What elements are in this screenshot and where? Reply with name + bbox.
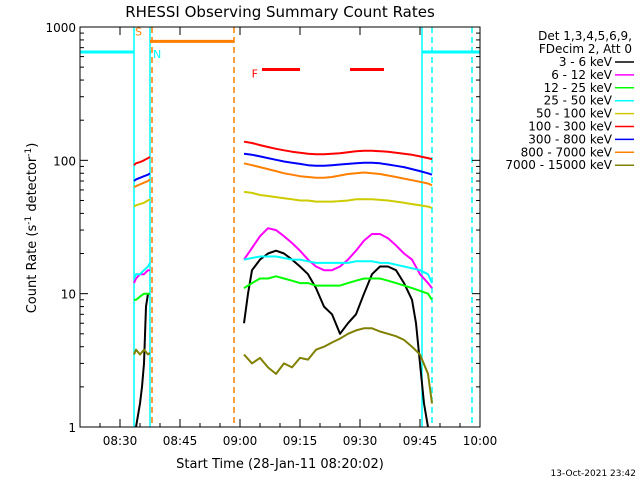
x-tick-label-0: 08:30 [103,434,138,448]
y-axis-label: Count Rate (s-1 detector-1) [24,143,40,314]
flag-bands: NS F [80,25,480,81]
legend-label-4: 50 - 100 keV [536,107,613,121]
series-3-segment-1 [243,255,433,284]
plot-area: NS F [79,25,481,428]
series-0-segment-1 [243,249,429,428]
series-3-segment-0 [133,262,151,279]
x-tick-label-1: 08:45 [163,434,198,448]
legend-label-6: 300 - 800 keV [528,132,612,146]
y-label-sup2: -1 [24,148,34,157]
series-5-segment-1 [243,140,433,161]
legend-label-3: 25 - 50 keV [544,94,613,108]
series-1-segment-1 [243,227,433,289]
legend-label-0: 3 - 6 keV [559,55,613,69]
legend-label-5: 100 - 300 keV [528,120,612,134]
legend-header-line1: Det 1,3,4,5,6,9, [538,29,632,43]
y-label-sup1: -1 [24,216,34,225]
y-tick-label-2: 100 [53,154,76,168]
footer-date: 13-Oct-2021 23:42 [551,469,636,479]
series-4-segment-0 [133,198,151,208]
y-label-main: Count Rate (s [25,225,40,314]
y-tick-label-0: 1 [68,421,76,435]
flag-label-S: S [135,25,142,38]
series-6-segment-1 [243,152,433,176]
legend-label-2: 12 - 25 keV [544,81,613,95]
series-lines [133,140,433,428]
series-0-segment-0 [135,293,149,428]
x-tick-label-3: 09:15 [283,434,318,448]
flag-label-F: F [252,68,258,81]
y-tick-label-1: 10 [61,288,76,302]
y-axis: 1 10 100 1000 [45,21,480,435]
x-tick-label-4: 09:30 [343,434,378,448]
x-tick-label-5: 09:45 [403,434,438,448]
x-axis-label: Start Time (28-Jan-11 08:20:02) [176,457,384,472]
series-6-segment-0 [133,172,151,182]
series-7-segment-0 [133,178,151,189]
chart-title: RHESSI Observing Summary Count Rates [125,3,435,21]
series-8-segment-1 [243,327,433,404]
legend: Det 1,3,4,5,6,9, FDecim 2, Att 0 3 - 6 k… [505,29,634,172]
series-2-segment-0 [134,292,150,301]
y-label-end: ) [25,143,40,148]
legend-header-line2: FDecim 2, Att 0 [539,42,632,56]
series-4-segment-1 [243,190,433,209]
x-tick-label-2: 09:00 [223,434,258,448]
y-tick-label-3: 1000 [45,21,76,35]
series-1-segment-0 [133,269,150,284]
y-label-mid: detector [25,156,40,216]
legend-label-8: 7000 - 15000 keV [505,158,612,172]
x-tick-label-6: 10:00 [463,434,498,448]
series-5-segment-0 [133,156,151,166]
series-7-segment-1 [243,162,433,187]
legend-label-1: 6 - 12 keV [551,68,613,82]
series-2-segment-1 [243,275,433,301]
series-8-segment-0 [133,348,151,356]
legend-label-7: 800 - 7000 keV [521,145,613,159]
x-axis: 08:30 08:45 09:00 09:15 09:30 09:45 10:00 [79,27,498,448]
flag-label-N: N [153,48,161,61]
